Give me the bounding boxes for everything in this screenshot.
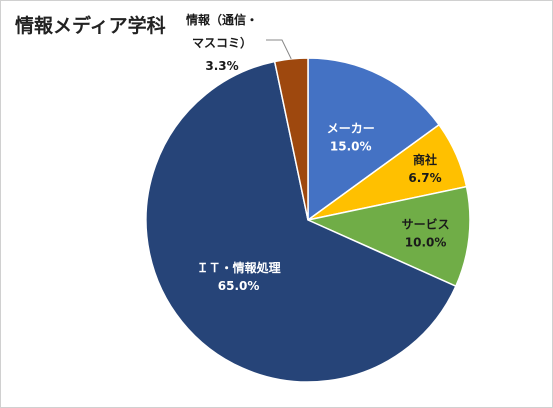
leader-line bbox=[266, 39, 292, 60]
slice-value-label: 10.0% bbox=[405, 236, 447, 250]
slice-value-label: 15.0% bbox=[330, 139, 372, 153]
slice-name-label: 商社 bbox=[413, 152, 437, 167]
slice-name-label: メーカー bbox=[327, 121, 375, 135]
pie-slice bbox=[145, 60, 457, 383]
slice-value-label: 65.0% bbox=[218, 279, 260, 293]
slice-value-label: 6.7% bbox=[408, 171, 441, 185]
slice-value-label: 3.3% bbox=[205, 59, 238, 73]
chart-title: 情報メディア学科 bbox=[15, 15, 166, 37]
pie-slice bbox=[305, 185, 471, 288]
slice-name-label: マスコミ） bbox=[192, 35, 252, 50]
slice-name-label: サービス bbox=[402, 217, 450, 232]
slice-name-label: 情報（通信・ bbox=[186, 12, 258, 27]
pie-slice bbox=[307, 57, 441, 222]
slice-name-label: ＩＴ・情報処理 bbox=[197, 260, 281, 275]
